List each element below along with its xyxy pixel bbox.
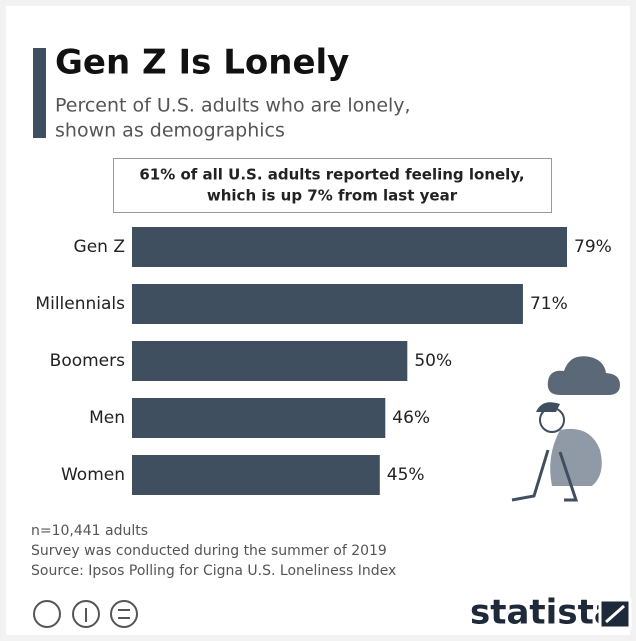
category-label: Boomers xyxy=(50,351,125,371)
chart-title: Gen Z Is Lonely xyxy=(55,43,349,83)
bar xyxy=(132,227,567,267)
bar xyxy=(132,455,380,495)
subtitle: Percent of U.S. adults who are lonely, xyxy=(55,95,411,117)
brand: statista xyxy=(470,593,617,633)
source: Source: Ipsos Polling for Cigna U.S. Lon… xyxy=(31,563,396,579)
annotation: 61% of all U.S. adults reported feeling … xyxy=(139,166,524,184)
value-label: 71% xyxy=(530,294,568,314)
bar xyxy=(132,398,386,438)
note: n=10,441 adults xyxy=(31,523,148,539)
value-label: 46% xyxy=(392,408,430,428)
category-label: Gen Z xyxy=(74,237,125,257)
annotation: which is up 7% from last year xyxy=(207,187,458,205)
bar xyxy=(132,341,408,381)
license-icons xyxy=(33,600,138,628)
category-label: Women xyxy=(61,465,125,485)
illustration xyxy=(511,356,620,502)
annotation-box xyxy=(113,158,552,213)
title-accent xyxy=(33,48,46,138)
value-label: 79% xyxy=(574,237,612,257)
subtitle: shown as demographics xyxy=(55,120,285,142)
category-label: Millennials xyxy=(35,294,125,314)
category-label: Men xyxy=(89,408,125,428)
value-label: 45% xyxy=(387,465,425,485)
value-label: 50% xyxy=(414,351,452,371)
note: Survey was conducted during the summer o… xyxy=(31,543,387,559)
bar xyxy=(132,284,523,324)
brand-logo xyxy=(598,598,632,630)
